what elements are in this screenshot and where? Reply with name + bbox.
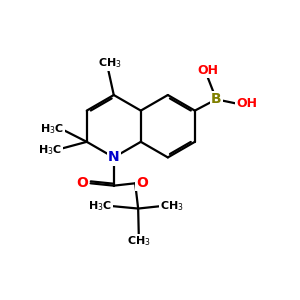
Text: O: O — [76, 176, 88, 190]
Text: H$_3$C: H$_3$C — [40, 122, 64, 136]
Text: B: B — [211, 92, 222, 106]
Text: H$_3$C: H$_3$C — [38, 143, 62, 157]
Text: N: N — [108, 150, 120, 164]
Text: CH$_3$: CH$_3$ — [127, 235, 151, 248]
Text: CH$_3$: CH$_3$ — [98, 56, 122, 70]
Text: OH: OH — [236, 97, 257, 110]
Text: H$_3$C: H$_3$C — [88, 199, 112, 213]
Text: CH$_3$: CH$_3$ — [160, 199, 184, 213]
Text: O: O — [136, 176, 148, 190]
Text: OH: OH — [197, 64, 218, 77]
